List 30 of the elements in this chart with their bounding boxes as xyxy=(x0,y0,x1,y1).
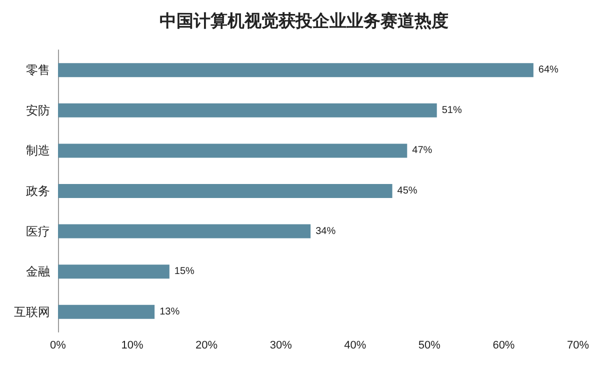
y-tick-label: 安防 xyxy=(26,103,50,118)
x-tick-label: 50% xyxy=(418,340,441,352)
y-tick-label: 零售 xyxy=(26,63,50,78)
y-tick-label: 制造 xyxy=(26,144,50,158)
x-tick-label: 30% xyxy=(270,340,292,352)
bar xyxy=(58,304,155,319)
y-tick-label: 金融 xyxy=(26,264,50,279)
x-tick-label: 10% xyxy=(121,340,144,352)
bar xyxy=(58,144,408,158)
x-tick-label: 60% xyxy=(492,340,515,352)
y-tick-label: 互联网 xyxy=(14,304,50,319)
bar xyxy=(58,63,534,78)
chart-title: 中国计算机视觉获投企业业务赛道热度 xyxy=(160,12,448,32)
bar xyxy=(58,103,437,118)
data-label: 34% xyxy=(316,226,336,237)
data-label: 51% xyxy=(442,104,462,116)
data-label: 15% xyxy=(174,266,195,278)
x-tick-label: 40% xyxy=(344,340,366,352)
y-tick-label: 政务 xyxy=(26,184,50,198)
data-label: 47% xyxy=(412,145,432,156)
data-label: 64% xyxy=(538,64,559,76)
data-label: 45% xyxy=(397,186,418,196)
data-label: 13% xyxy=(160,306,180,318)
x-tick-label: 70% xyxy=(566,340,590,352)
bar xyxy=(58,264,170,279)
bar xyxy=(58,224,311,238)
x-tick-label: 20% xyxy=(196,340,218,352)
x-tick-label: 0% xyxy=(50,340,66,352)
y-tick-label: 医疗 xyxy=(26,224,50,238)
bar xyxy=(58,184,392,198)
